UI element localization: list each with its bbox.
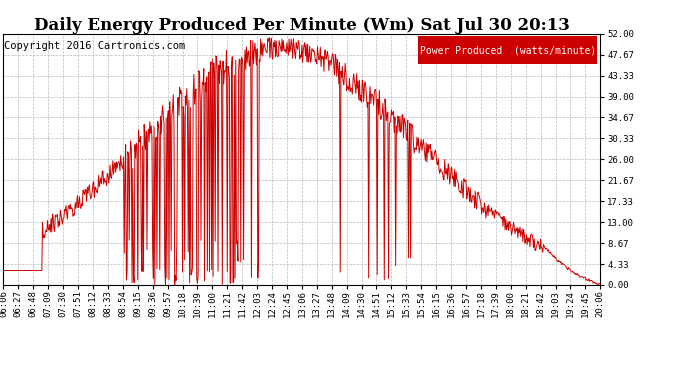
Title: Daily Energy Produced Per Minute (Wm) Sat Jul 30 20:13: Daily Energy Produced Per Minute (Wm) Sa… — [34, 16, 570, 34]
Text: Copyright 2016 Cartronics.com: Copyright 2016 Cartronics.com — [4, 41, 186, 51]
